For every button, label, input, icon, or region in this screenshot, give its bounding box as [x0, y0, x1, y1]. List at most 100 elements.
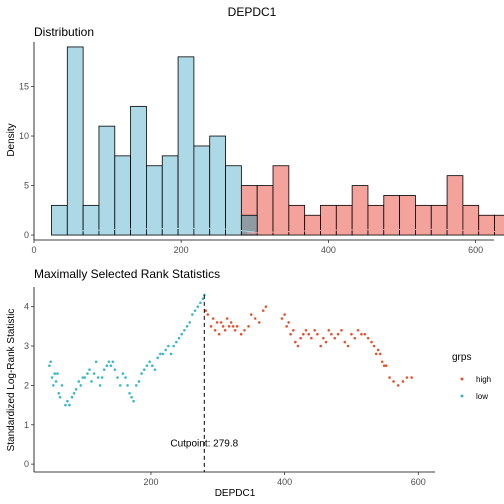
scatter-point-high-8 [221, 325, 225, 328]
rank-statistics-panel: Maximally Selected Rank Statistics Stand… [6, 267, 435, 499]
scatter-point-high-34 [304, 328, 308, 332]
scatter-point-high-56 [372, 344, 376, 348]
scatter-point-low-6 [56, 372, 59, 375]
scatter-point-low-41 [132, 399, 135, 403]
scatter-point-high-40 [322, 336, 325, 340]
scatter-point-low-7 [57, 391, 61, 395]
scatter-point-high-6 [217, 332, 221, 336]
scatter-point-low-30 [107, 360, 111, 364]
scatter-point-high-9 [223, 328, 227, 332]
scatter-point-low-37 [124, 376, 127, 379]
scatter-point-low-12 [68, 403, 71, 407]
scatter-point-high-4 [213, 328, 217, 332]
histogram-bar-1-1 [256, 185, 274, 236]
scatter-point-high-20 [253, 317, 257, 320]
histogram-y-tick-label: 5 [24, 181, 29, 191]
scatter-point-high-54 [366, 336, 370, 340]
scatter-point-high-30 [294, 340, 297, 344]
scatter-point-low-59 [180, 332, 184, 336]
scatter-point-high-0 [204, 309, 208, 312]
scatter-point-high-52 [360, 332, 363, 336]
scatter-point-high-67 [405, 376, 409, 379]
scatter-point-low-25 [96, 376, 100, 379]
scatter-point-high-37 [313, 328, 317, 332]
scatter-point-high-27 [287, 321, 290, 324]
scatter-point-low-38 [126, 384, 129, 387]
scatter-x-tick-label: 600 [411, 477, 426, 487]
scatter-point-low-66 [199, 301, 202, 305]
scatter-point-high-25 [283, 313, 286, 316]
scatter-point-low-24 [94, 360, 98, 364]
scatter-point-low-47 [148, 360, 151, 364]
scatter-point-high-66 [401, 380, 405, 383]
scatter-point-high-39 [319, 344, 323, 348]
scatter-point-low-34 [116, 376, 119, 379]
scatter-point-high-48 [346, 344, 350, 348]
histogram-y-tick-label: 0 [24, 230, 29, 240]
distribution-ylabel: Density [6, 123, 17, 156]
legend-label-high: high [476, 375, 491, 384]
scatter-point-high-41 [324, 340, 328, 344]
scatter-point-high-5 [215, 321, 219, 324]
scatter-point-low-3 [52, 384, 55, 387]
legend-swatch-low [460, 394, 464, 398]
histogram-bar-1-4 [304, 214, 321, 236]
scatter-point-low-40 [130, 395, 133, 399]
scatter-point-high-24 [280, 317, 284, 320]
scatter-point-low-1 [49, 360, 53, 364]
histogram-bar-1-6 [335, 204, 353, 236]
histogram-bar-1-16 [494, 214, 504, 236]
scatter-point-low-4 [53, 372, 57, 375]
scatter-point-low-27 [100, 376, 104, 379]
scatter-point-high-46 [340, 328, 343, 332]
scatter-point-high-57 [374, 352, 378, 356]
distribution-title: Distribution [34, 25, 94, 39]
scatter-y-tick-label: 3 [24, 341, 29, 351]
scatter-point-low-45 [142, 368, 146, 371]
scatter-point-low-9 [60, 384, 64, 387]
histogram-bar-0-1 [66, 46, 84, 236]
scatter-point-low-18 [81, 376, 85, 379]
histogram-bar-1-11 [415, 204, 432, 236]
scatter-point-low-52 [161, 352, 165, 356]
histogram-bar-0-5 [130, 105, 147, 236]
scatter-x-tick-label: 400 [277, 477, 292, 487]
scatter-point-low-39 [128, 391, 131, 395]
scatter-point-high-38 [316, 332, 319, 336]
scatter-point-high-22 [261, 309, 265, 312]
scatter-point-low-8 [58, 395, 62, 399]
scatter-point-low-50 [156, 356, 159, 360]
cutpoint-label: Cutpoint: 279.8 [170, 438, 238, 449]
histogram-bar-1-2 [272, 165, 290, 236]
legend-title: grps [452, 352, 471, 363]
scatter-point-high-68 [410, 376, 413, 379]
scatter-point-high-33 [302, 332, 305, 336]
histogram-y-tick-label: 10 [19, 131, 29, 141]
scatter-point-low-21 [88, 368, 91, 371]
scatter-point-high-49 [350, 332, 353, 336]
scatter-point-low-16 [77, 380, 81, 383]
scatter-point-low-35 [118, 384, 122, 387]
scatter-point-high-13 [231, 325, 235, 328]
scatter-point-low-67 [201, 297, 205, 301]
scatter-point-low-2 [50, 376, 54, 379]
scatter-point-high-16 [239, 332, 243, 336]
histogram-bar-0-11 [225, 165, 242, 236]
scatter-point-low-10 [64, 403, 67, 407]
histogram-bar-1-8 [367, 204, 385, 236]
scatter-point-low-57 [175, 340, 178, 344]
scatter-point-high-14 [233, 328, 237, 332]
scatter-point-low-19 [83, 376, 87, 379]
scatter-point-low-32 [111, 360, 115, 364]
scatter-point-high-64 [392, 380, 395, 383]
scatter-point-low-60 [183, 328, 186, 332]
scatter-point-high-65 [396, 384, 400, 387]
scatter-point-low-26 [98, 384, 102, 387]
scatter-point-high-44 [333, 336, 337, 340]
scatter-point-low-11 [66, 399, 69, 403]
scatter-point-low-5 [54, 380, 58, 383]
scatter-y-tick-label: 1 [24, 420, 29, 430]
scatter-point-high-32 [299, 336, 302, 340]
scatter-point-high-12 [229, 321, 233, 324]
